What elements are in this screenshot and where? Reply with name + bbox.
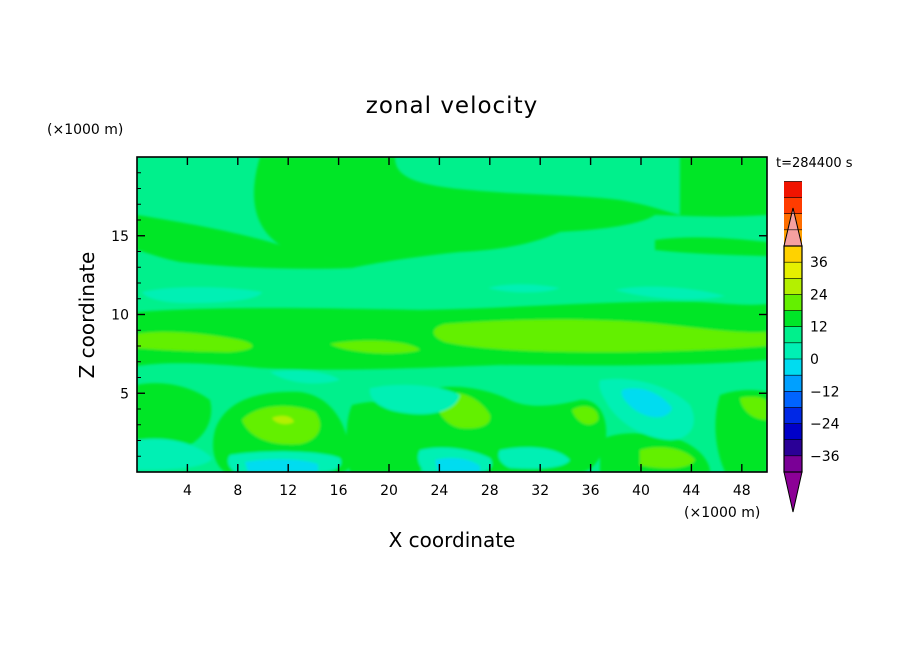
contour-level-negative-2 [245, 459, 318, 472]
colorbar-tick-label: 0 [810, 352, 819, 368]
contour-level-positive [137, 215, 352, 269]
x-tick-label: 32 [531, 483, 549, 499]
colorbar-level [784, 423, 802, 440]
x-axis: 4 8 12 16 20 24 28 32 36 40 44 48 [183, 157, 751, 499]
colorbar-tick-label: 12 [810, 320, 828, 336]
colorbar-level [784, 407, 802, 424]
contour-level-positive [254, 157, 767, 268]
contour-level-negative [270, 370, 340, 384]
time-label: t=284400 s [776, 156, 853, 171]
colorbar-level [784, 197, 802, 214]
chart-title: zonal velocity [366, 93, 538, 119]
colorbar-level [784, 359, 802, 376]
colorbar-tick-label: −36 [810, 449, 840, 465]
y-unit-label: (×1000 m) [47, 122, 123, 138]
colorbar-level [784, 262, 802, 279]
contour-level-positive-2 [572, 406, 599, 425]
contour-level-positive [655, 237, 767, 256]
contour-level-positive-2 [137, 332, 253, 352]
colorbar-tick-label: 24 [810, 287, 828, 303]
colorbar-level [784, 294, 802, 311]
contour-level-positive [346, 401, 432, 472]
colorbar-level [784, 342, 802, 359]
x-tick-label: 4 [183, 483, 192, 499]
x-tick-label: 28 [481, 483, 499, 499]
colorbar-tick-label: −12 [810, 384, 840, 400]
colorbar-frame [783, 245, 803, 473]
colorbar-level [784, 246, 802, 263]
contour-field [137, 157, 767, 472]
y-axis-label: Z coordinate [75, 252, 99, 379]
y-tick-label: 10 [111, 308, 129, 324]
x-tick-label: 12 [279, 483, 297, 499]
colorbar-level [784, 326, 802, 343]
colorbar-lower-extend [783, 471, 803, 513]
x-tick-label: 16 [330, 483, 348, 499]
x-unit-label: (×1000 m) [684, 505, 760, 521]
colorbar-level [784, 439, 802, 456]
contour-level-positive-2 [330, 340, 420, 354]
contour-level-positive-2 [740, 396, 767, 420]
x-tick-label: 20 [380, 483, 398, 499]
colorbar-level [784, 455, 802, 472]
x-tick-label: 40 [632, 483, 650, 499]
colorbar: 36 24 12 0 −12 −24 −36 [783, 181, 840, 513]
colorbar-tick-label: 36 [810, 255, 828, 271]
contour-level-positive-3 [272, 415, 294, 425]
x-tick-label: 8 [233, 483, 242, 499]
contour-level-positive-2 [242, 406, 320, 445]
colorbar-tick-label: −24 [810, 417, 840, 433]
colorbar-level [784, 181, 802, 198]
contour-level-negative [369, 384, 460, 415]
contour-level-negative-2 [435, 458, 480, 472]
contour-level-negative [615, 286, 725, 300]
field-contour-shapes [137, 157, 767, 472]
contour-level-negative [142, 287, 262, 304]
contour-level-positive-2 [433, 319, 767, 352]
contour-level-negative [498, 447, 570, 469]
contour-level-negative-2 [621, 388, 672, 418]
x-axis-label: X coordinate [389, 528, 516, 552]
contour-level-negative [137, 438, 212, 470]
y-tick-label: 15 [111, 229, 129, 245]
colorbar-level [784, 375, 802, 392]
contour-level-positive [137, 383, 212, 453]
contour-level-negative [488, 284, 560, 293]
colorbar-level [784, 391, 802, 408]
colorbar-level [784, 278, 802, 295]
x-tick-label: 44 [682, 483, 700, 499]
x-tick-label: 36 [582, 483, 600, 499]
contour-level-positive-2 [640, 447, 695, 469]
x-tick-label: 24 [430, 483, 448, 499]
x-tick-label: 48 [733, 483, 751, 499]
colorbar-level [784, 310, 802, 327]
y-axis: 5 10 15 [111, 172, 767, 457]
y-tick-label: 5 [120, 386, 129, 402]
